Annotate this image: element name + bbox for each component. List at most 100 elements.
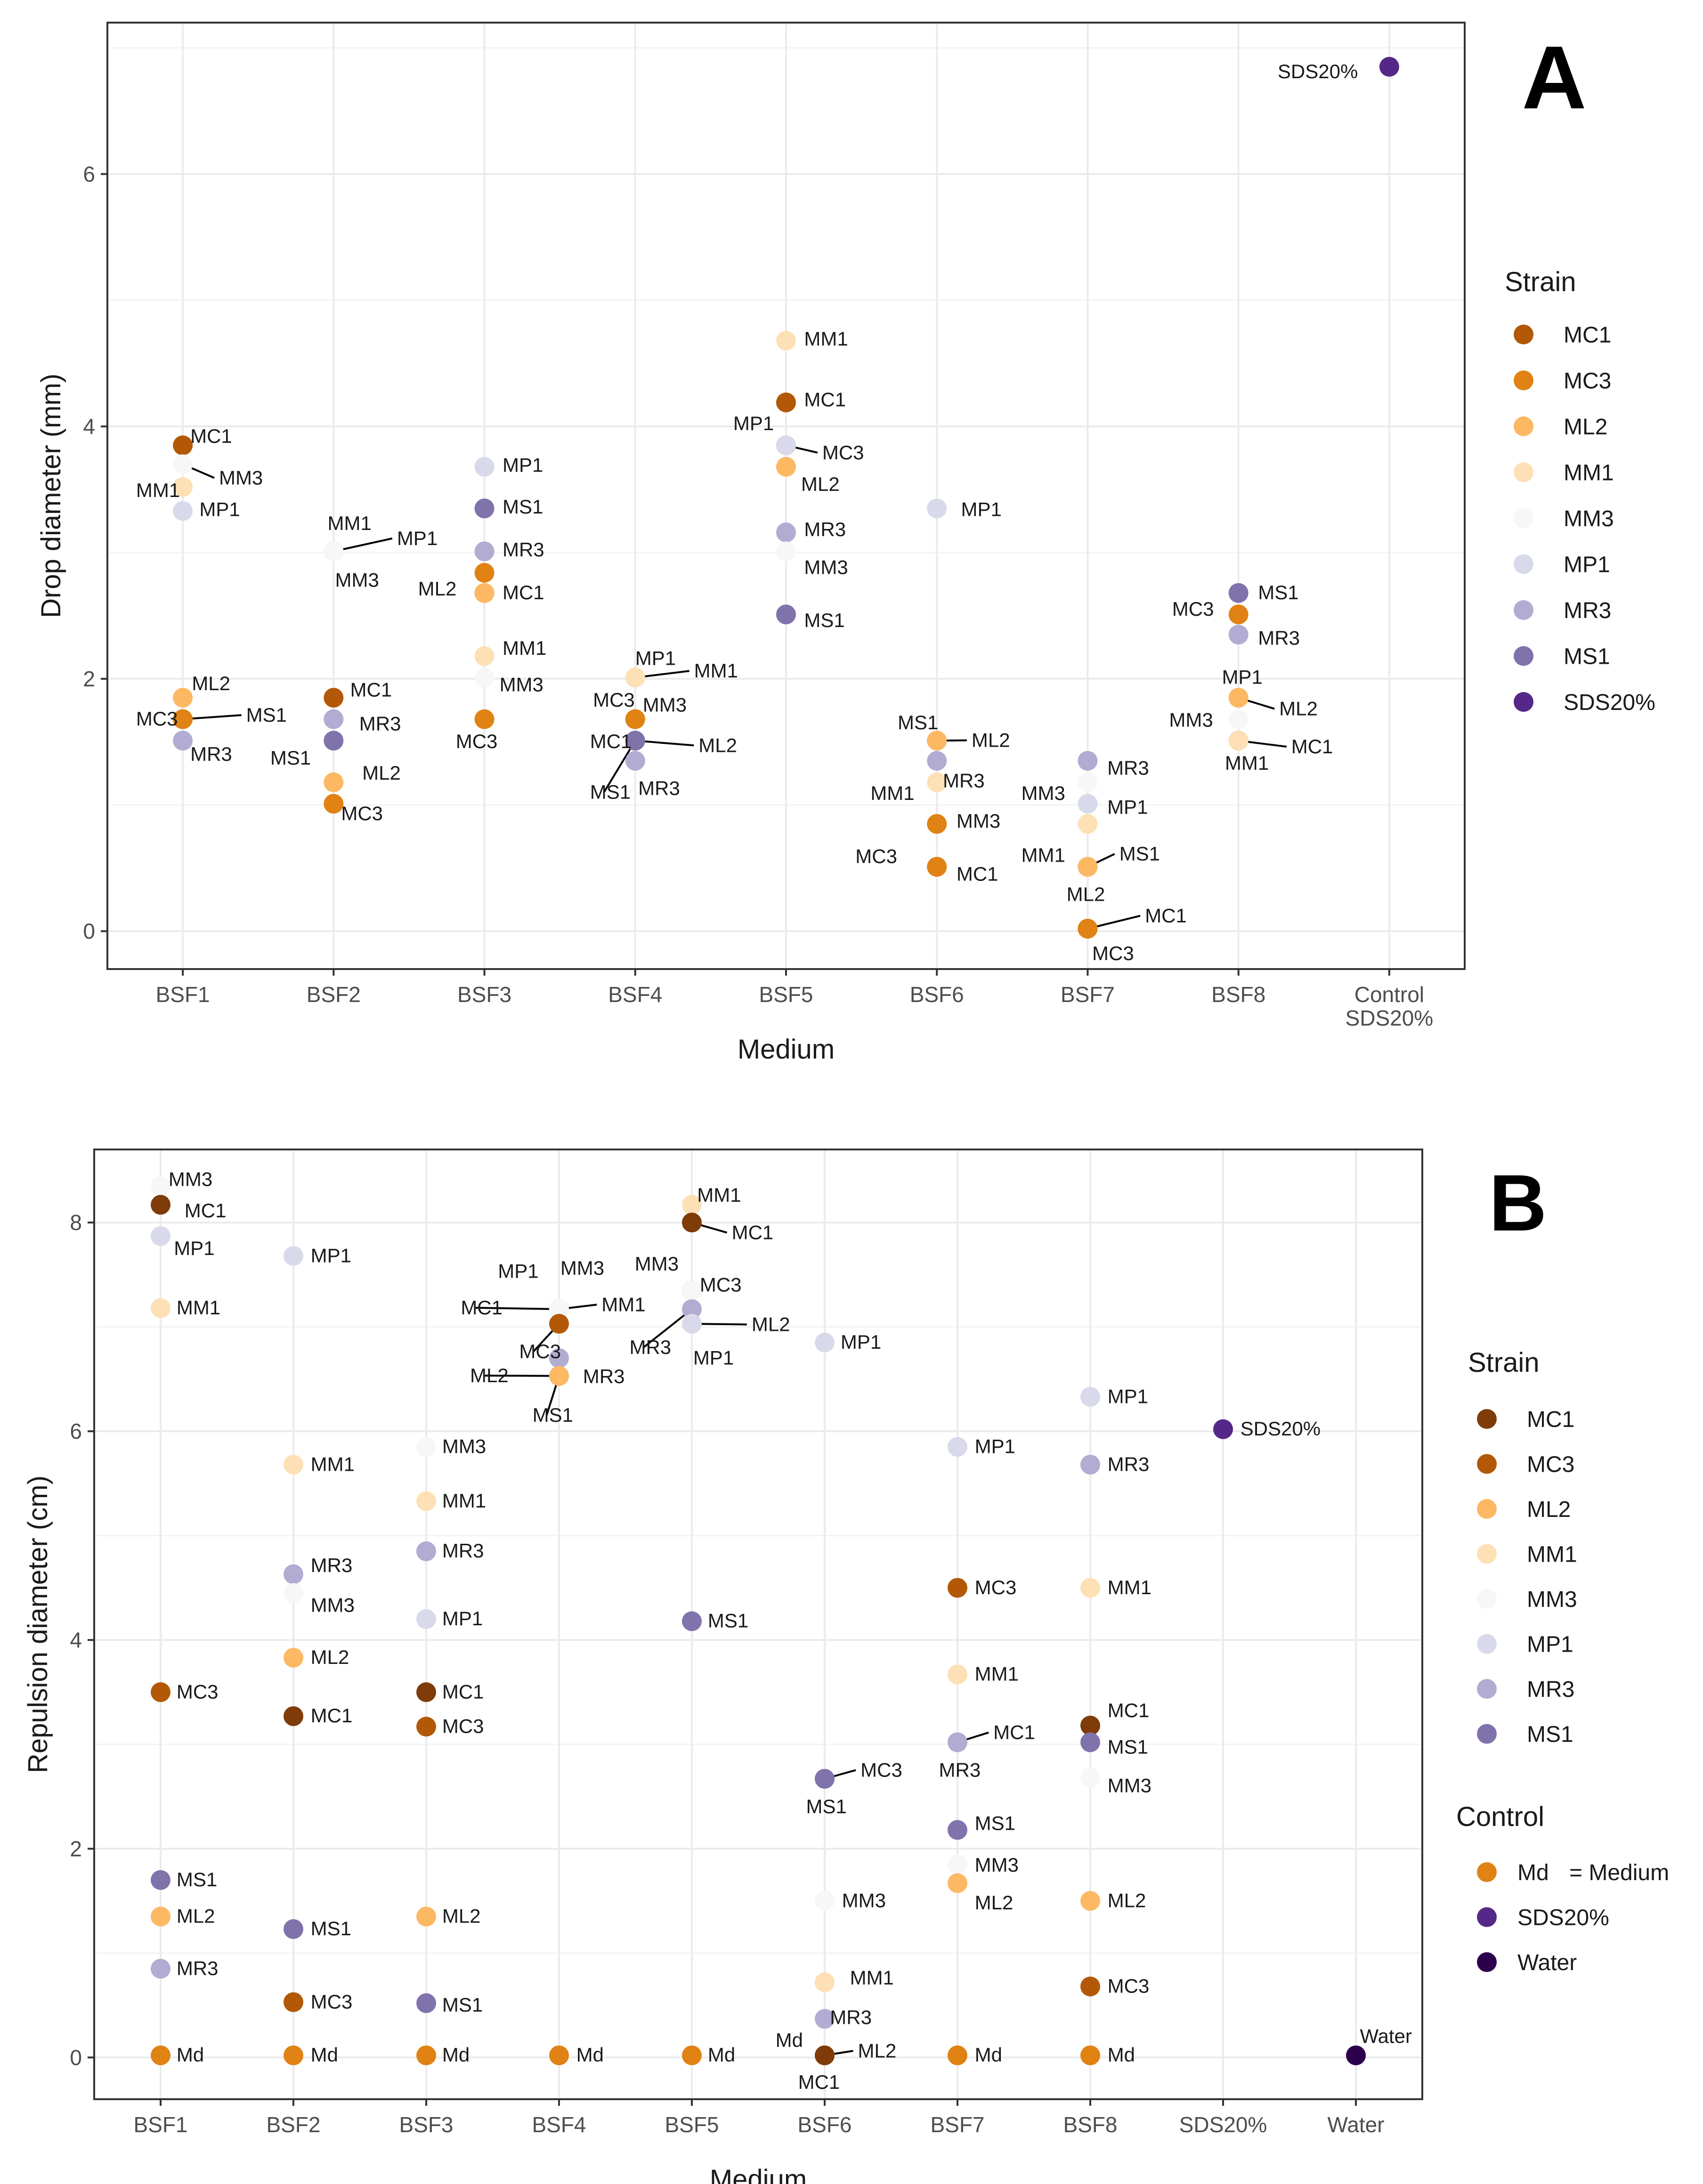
data-point [324,731,344,751]
data-point [284,1919,303,1939]
point-label: MM1 [328,512,372,534]
point-label: MP1 [498,1260,538,1282]
point-label: MR3 [1108,1453,1150,1475]
point-label: MC1 [350,678,392,701]
legend-label: MP1 [1527,1632,1573,1657]
point-label: MC3 [1092,942,1134,964]
point-label: ML2 [442,1905,481,1927]
data-point [284,1647,303,1668]
data-point [416,1437,436,1457]
legend-title: Strain [1468,1347,1540,1378]
data-point [1080,1976,1100,1997]
data-point [416,1491,436,1511]
point-label: Md [708,2044,735,2066]
point-label: MC1 [798,2071,840,2093]
x-tick-label: BSF5 [759,982,813,1007]
point-label: Md [1108,2044,1135,2066]
data-point [1213,1419,1233,1439]
data-point [1080,1732,1100,1752]
data-point [776,435,796,456]
data-point [776,392,796,413]
point-label: MC3 [519,1340,561,1362]
x-tick-label: Water [1328,2112,1385,2137]
x-tick-label: BSF8 [1211,982,1265,1007]
point-label: MR3 [1107,757,1149,779]
data-point [625,668,645,688]
legend-label: MS1 [1527,1722,1573,1747]
data-point [776,331,796,351]
label-leader-line [333,538,393,553]
legend-swatch [1514,554,1533,574]
data-point [173,454,193,474]
point-label: MM3 [975,1854,1019,1876]
point-label: MR3 [177,1957,219,1979]
y-axis-title: Drop diameter (mm) [36,374,66,618]
y-tick-label: 6 [83,162,95,186]
legend-swatch [1514,692,1533,712]
point-label: MM1 [697,1184,741,1206]
data-point [284,1455,303,1475]
legend-control-label: Md [1517,1860,1549,1885]
data-point [815,1332,835,1353]
data-point [927,814,947,834]
data-point [549,1348,569,1369]
plot-border [93,1149,1423,2100]
data-point [776,541,796,562]
legend-swatch [1477,1679,1497,1699]
point-label: MC3 [311,1990,353,2013]
data-point [1078,794,1098,814]
legend-swatch [1514,325,1533,344]
legend-swatch [1514,646,1533,666]
legend-swatch [1514,462,1533,482]
data-point [474,562,495,583]
point-label: MP1 [975,1435,1015,1458]
data-point [682,1299,702,1319]
data-point [1080,1768,1100,1788]
data-point [948,2045,967,2065]
point-label: MR3 [503,538,544,561]
point-label: MC1 [1291,735,1333,758]
point-labels: MM3 MC1 MP1 MM1 MC3 MS1 ML2 MR3 Md MP1 MM1 MR3 MM3 ML… [169,1168,1412,2093]
point-label: MR3 [638,777,680,799]
point-label: MM3 [442,1435,486,1458]
data-point [324,709,344,729]
data-point [1228,709,1249,729]
point-label: MM3 [169,1168,212,1190]
point-label: MC1 [503,581,544,603]
data-point [927,498,947,519]
data-point [416,1682,436,1702]
point-label: MS1 [503,496,543,518]
data-point [776,522,796,543]
point-label: MP1 [693,1346,734,1369]
data-point [948,1732,967,1752]
y-tick-label: 2 [70,1836,82,1861]
point-label: MS1 [975,1812,1015,1834]
data-point [474,456,495,477]
point-label: MM1 [601,1293,645,1315]
legend-swatch [1477,1724,1497,1744]
point-label: MC3 [822,441,864,464]
point-label: MC3 [593,689,635,711]
x-tick-label: BSF3 [457,982,511,1007]
data-points [173,57,1399,939]
point-label: MM3 [1108,1775,1152,1797]
data-point [682,1313,702,1334]
x-tick-label: BSF7 [930,2112,984,2137]
point-label: MM1 [850,1966,894,1988]
point-label: Md [442,2044,470,2066]
x-axis-title: Medium [738,1034,835,1065]
data-point [151,2045,170,2065]
legend-label: MP1 [1564,553,1610,578]
x-tick-label: BSF8 [1063,2112,1117,2137]
data-point [1078,857,1098,877]
data-point [927,731,947,751]
point-label: MC3 [855,845,897,867]
data-point [324,688,344,708]
data-point [284,1992,303,2012]
point-label: MP1 [635,647,676,669]
data-point [625,751,645,771]
legend-control-swatch [1477,1862,1497,1882]
point-label: MS1 [177,1868,217,1891]
x-tick-label: SDS20% [1179,2112,1267,2137]
